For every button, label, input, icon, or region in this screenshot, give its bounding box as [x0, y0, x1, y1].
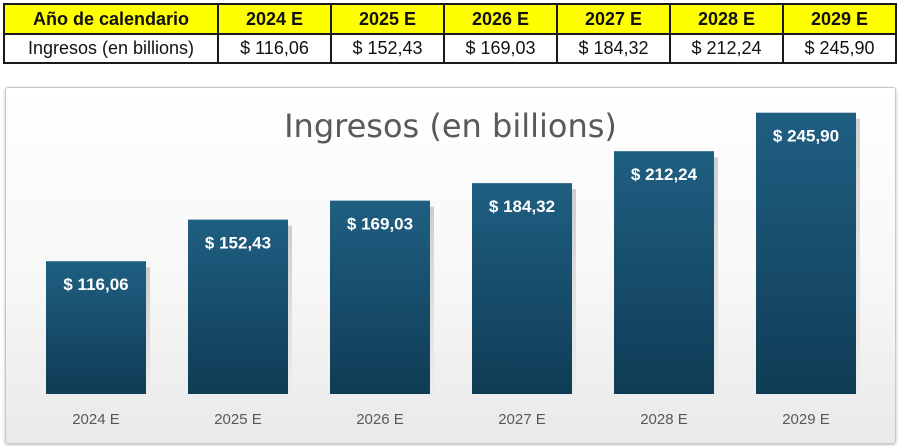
bar-chart: Ingresos (en billions) $ 116,06 2024 E $ 1…	[5, 87, 896, 444]
x-tick-label: 2026 E	[356, 411, 404, 428]
x-tick-label: 2027 E	[498, 411, 546, 428]
table-header-cell: 2025 E	[330, 3, 445, 35]
bar-2028-e	[614, 151, 714, 394]
bar-2025-e	[188, 219, 288, 394]
table-header-cell: Año de calendario	[3, 3, 219, 35]
bar-2026-e	[330, 200, 430, 394]
table-header-cell: 2027 E	[556, 3, 671, 35]
table-cell: $ 169,03	[443, 33, 558, 64]
table-row-label: Ingresos (en billions)	[3, 33, 219, 64]
table-row: Ingresos (en billions) $ 116,06 $ 152,43…	[3, 33, 897, 64]
table-header-cell: 2028 E	[669, 3, 784, 35]
table-cell: $ 116,06	[217, 33, 332, 64]
table-cell: $ 212,24	[669, 33, 784, 64]
x-tick-label: 2024 E	[72, 411, 120, 428]
table-header-row: Año de calendario 2024 E 2025 E 2026 E 2…	[3, 3, 897, 35]
data-label: $ 245,90	[773, 127, 839, 146]
chart-plot: $ 116,06 2024 E $ 152,43 2025 E $ 169,03 2026…	[46, 112, 860, 428]
bar-2024-e	[46, 261, 146, 394]
data-label: $ 152,43	[205, 234, 271, 253]
table-header-cell: 2029 E	[782, 3, 897, 35]
table-header-cell: 2026 E	[443, 3, 558, 35]
x-tick-label: 2028 E	[640, 411, 688, 428]
x-tick-label: 2025 E	[214, 411, 262, 428]
chart-title: Ingresos (en billions)	[284, 107, 617, 145]
revenue-table: Año de calendario 2024 E 2025 E 2026 E 2…	[3, 3, 897, 64]
table-cell: $ 245,90	[782, 33, 897, 64]
data-label: $ 116,06	[63, 275, 128, 294]
bar-2027-e	[472, 183, 572, 394]
data-label: $ 184,32	[489, 197, 555, 216]
data-label: $ 212,24	[631, 165, 698, 184]
table-cell: $ 152,43	[330, 33, 445, 64]
table-header-cell: 2024 E	[217, 3, 332, 35]
table-cell: $ 184,32	[556, 33, 671, 64]
bar-2029-e	[756, 112, 856, 394]
data-label: $ 169,03	[347, 215, 413, 234]
x-tick-label: 2029 E	[782, 411, 830, 428]
